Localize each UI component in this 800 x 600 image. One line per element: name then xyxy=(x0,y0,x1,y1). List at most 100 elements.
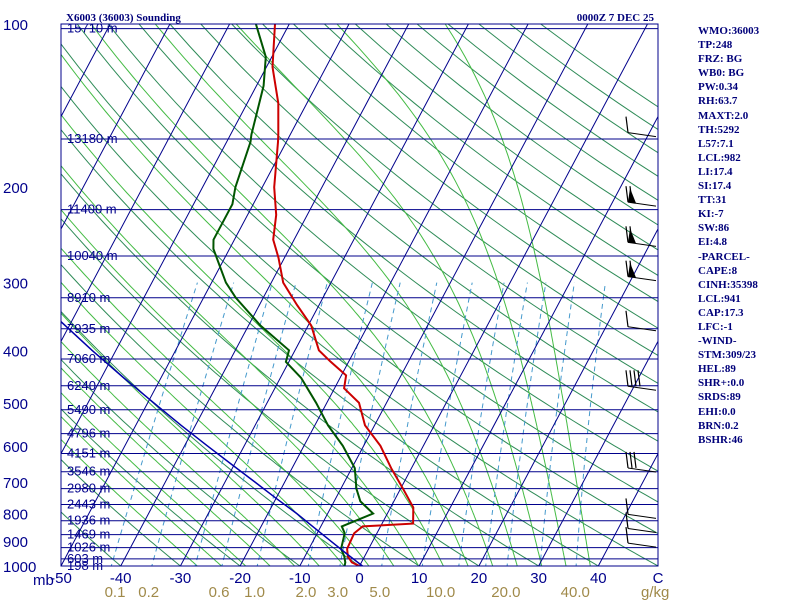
moist-adiabat-line xyxy=(235,24,543,566)
wind-barbs xyxy=(625,116,657,548)
index-item: TP:248 xyxy=(698,39,733,52)
moist-adiabat-line xyxy=(444,24,591,566)
index-item: STM:309/23 xyxy=(698,349,757,362)
wind-barb xyxy=(625,310,657,332)
wind-barb xyxy=(625,260,657,282)
pressure-tick-label: 500 xyxy=(3,396,28,413)
dry-adiabat-line xyxy=(61,458,182,566)
height-label: 1026 m xyxy=(67,540,110,555)
moist-adiabat-line xyxy=(61,247,370,566)
index-item: HEL:89 xyxy=(698,363,736,376)
pressure-tick-label: 1000 xyxy=(3,559,36,576)
temperature-tick-label: -40 xyxy=(110,570,132,587)
index-item: SI:17.4 xyxy=(698,180,732,193)
pressure-tick-label: 300 xyxy=(3,276,28,293)
moist-adiabat-line xyxy=(61,438,199,566)
pressure-unit-label: mb xyxy=(33,572,54,589)
index-item: EI:4.8 xyxy=(698,236,728,249)
index-item: LFC:-1 xyxy=(698,320,733,333)
temperature-tick-label: 10 xyxy=(411,570,428,587)
index-item: EHI:0.0 xyxy=(698,405,736,418)
height-label: 4151 m xyxy=(67,445,110,460)
dry-adiabat-line xyxy=(138,24,658,442)
height-label: 603 m xyxy=(67,551,103,566)
wind-barb xyxy=(625,512,657,533)
index-item: -PARCEL- xyxy=(698,250,750,263)
moist-adiabat-line xyxy=(61,367,271,566)
mixing-ratio-tick-label: 1.0 xyxy=(244,584,265,600)
height-label: 7935 m xyxy=(67,321,110,336)
dry-adiabat-line xyxy=(231,24,658,357)
wind-barb xyxy=(625,116,657,138)
temperature-tick-label: -30 xyxy=(170,570,192,587)
index-item: FRZ: BG xyxy=(698,53,743,66)
isotherm-line xyxy=(538,340,658,566)
mixing-ratio-tick-label: 10.0 xyxy=(426,584,455,600)
wind-barb xyxy=(625,186,657,207)
isotherm-line xyxy=(61,24,111,118)
isotherm-line xyxy=(61,24,231,343)
moist-adiabat-lines xyxy=(61,24,591,566)
isotherm-line xyxy=(0,12,57,578)
index-item: BRN:0.2 xyxy=(698,419,739,432)
index-item: WB0: BG xyxy=(698,67,745,80)
valid-time: 0000Z 7 DEC 25 xyxy=(577,12,655,24)
mixing-ratio-tick-label: 2.0 xyxy=(295,584,316,600)
height-label: 198 m xyxy=(67,558,103,573)
dry-adiabat-line xyxy=(169,24,658,413)
wind-barb xyxy=(625,370,657,391)
isotherm-line xyxy=(61,24,350,566)
dry-adiabat-line xyxy=(324,24,658,277)
isotherm-line xyxy=(358,24,649,566)
pressure-tick-labels: 100 200 300 400 500 600 700 800 900 1000 xyxy=(3,17,36,576)
dewpoint-profile xyxy=(212,24,375,566)
isotherm-line xyxy=(61,24,171,231)
index-item: TH:5292 xyxy=(698,123,740,136)
pressure-tick-label: 700 xyxy=(3,475,28,492)
dry-adiabat-line xyxy=(61,173,540,566)
isotherm-line xyxy=(299,24,589,566)
isotherm-line xyxy=(179,24,469,566)
height-label: 6240 m xyxy=(67,378,110,393)
isotherm-line xyxy=(478,227,658,566)
index-item: -WIND- xyxy=(698,335,737,348)
height-label: 15710 m xyxy=(67,21,118,36)
wind-barb xyxy=(625,226,657,247)
index-item: PW:0.34 xyxy=(698,81,739,94)
wind-barb xyxy=(625,451,657,473)
pressure-tick-label: 800 xyxy=(3,506,28,523)
height-label: 5490 m xyxy=(67,402,110,417)
moist-adiabat-line xyxy=(61,415,223,566)
dry-adiabat-line xyxy=(61,218,480,566)
index-item: CAPE:8 xyxy=(698,264,738,277)
wind-barb xyxy=(625,527,657,548)
moist-adiabat-line xyxy=(61,281,345,566)
plot-frame xyxy=(60,23,659,567)
dry-adiabat-line xyxy=(262,24,658,329)
index-item: BSHR:46 xyxy=(698,433,743,446)
isobar-lines xyxy=(61,28,658,567)
index-item: RH:63.7 xyxy=(698,95,738,108)
dry-adiabat-line xyxy=(107,24,658,472)
temperature-tick-labels: -50 -40 -30 -20 -10 0 10 20 30 40 C xyxy=(50,570,663,587)
moist-adiabat-line xyxy=(61,312,320,566)
moist-adiabat-line xyxy=(154,24,518,566)
chart-title: X6003 (36003) Sounding xyxy=(66,12,181,24)
index-item: SRDS:89 xyxy=(698,391,741,404)
dry-adiabat-line xyxy=(61,565,62,566)
isotherm-line xyxy=(120,24,410,566)
index-item: LCL:941 xyxy=(698,292,741,305)
mixing-ratio-line xyxy=(539,282,575,566)
mixing-ratio-tick-label: 0.1 xyxy=(105,584,126,600)
moist-adiabat-line xyxy=(336,24,567,566)
index-item: TT:31 xyxy=(698,194,727,207)
pressure-tick-label: 900 xyxy=(3,534,28,551)
height-label: 11400 m xyxy=(67,202,117,217)
height-label: 13180 m xyxy=(67,131,118,146)
dry-adiabat-line xyxy=(61,511,122,566)
dry-adiabat-line xyxy=(61,128,600,566)
height-label: 8910 m xyxy=(67,290,110,305)
isotherm-line xyxy=(597,452,658,566)
index-item: CINH:35398 xyxy=(698,278,758,291)
index-item: MAXT:2.0 xyxy=(698,109,749,122)
